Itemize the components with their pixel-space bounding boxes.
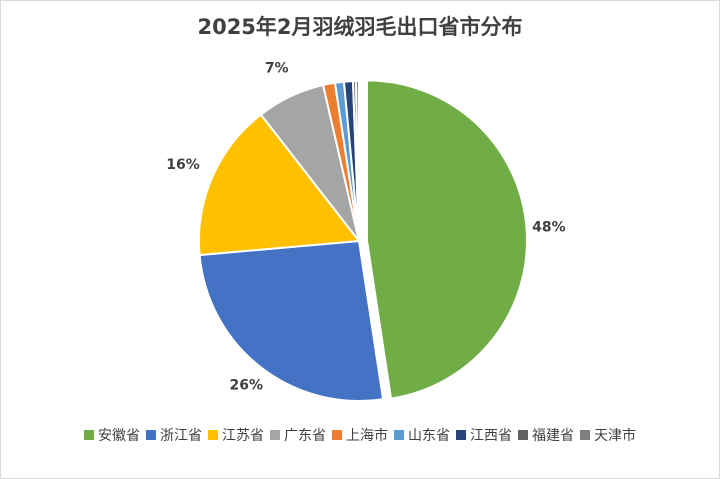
data-label-4: 7% — [265, 61, 289, 77]
legend-swatch — [270, 430, 280, 440]
legend-item-5: 上海市 — [332, 425, 388, 445]
legend-label: 上海市 — [346, 428, 388, 444]
legend-swatch — [146, 430, 156, 440]
legend-label: 广东省 — [284, 428, 326, 444]
legend-item-8: 福建省 — [518, 425, 574, 445]
pie-slice-3 — [198, 113, 361, 257]
legend-item-6: 山东省 — [394, 425, 450, 445]
legend-swatch — [394, 430, 404, 440]
legend-swatch — [456, 430, 466, 440]
legend-item-1: 安徽省 — [84, 425, 140, 445]
legend-label: 安徽省 — [98, 428, 140, 444]
data-label-3: 16% — [166, 157, 200, 173]
legend: 安徽省 浙江省 江苏省 广东省 上海市 山东省 江西省 福建省 天津市 — [1, 425, 719, 445]
legend-swatch — [580, 430, 590, 440]
legend-label: 山东省 — [408, 428, 450, 444]
legend-swatch — [518, 430, 528, 440]
data-label-1: 48% — [532, 220, 566, 236]
pie-slice-9 — [354, 79, 360, 242]
legend-item-7: 江西省 — [456, 425, 512, 445]
legend-item-9: 天津市 — [580, 425, 636, 445]
legend-label: 福建省 — [532, 428, 574, 444]
data-label-2: 26% — [230, 377, 264, 393]
legend-item-2: 浙江省 — [146, 425, 202, 445]
pie-slice-1 — [365, 79, 528, 400]
legend-swatch — [208, 430, 218, 440]
legend-swatch — [332, 430, 342, 440]
legend-label: 浙江省 — [160, 428, 202, 444]
legend-label: 天津市 — [594, 428, 636, 444]
legend-item-4: 广东省 — [270, 425, 326, 445]
legend-label: 江苏省 — [222, 428, 264, 444]
pie-slice-2 — [198, 239, 385, 402]
legend-swatch — [84, 430, 94, 440]
legend-label: 江西省 — [470, 428, 512, 444]
pie-chart: 48% 26% 16% 7% — [166, 61, 566, 402]
chart-title: 2025年2月羽绒羽毛出口省市分布 — [197, 15, 523, 39]
legend-item-3: 江苏省 — [208, 425, 264, 445]
